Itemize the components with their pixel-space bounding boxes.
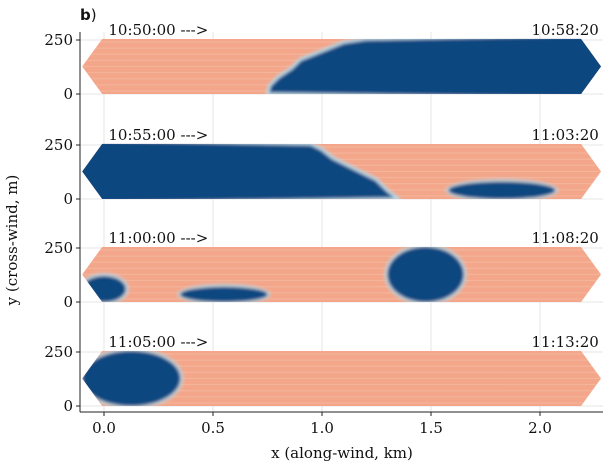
panel-field xyxy=(82,350,602,406)
x-tick-label: 0.5 xyxy=(201,419,225,437)
panel-field xyxy=(82,246,602,302)
panel-start-label: 11:00:00 ---> xyxy=(108,229,208,247)
panel-end-label: 11:08:20 xyxy=(531,229,598,247)
cool-blob xyxy=(82,350,181,406)
panel-2: 10:55:00 ---> 11:03:20 xyxy=(82,126,602,199)
y-tick-label: 250 xyxy=(44,31,73,49)
y-tick-label: 250 xyxy=(44,239,73,257)
y-axis-label: y (cross-wind, m) xyxy=(3,175,21,307)
panel-end-label: 11:13:20 xyxy=(531,333,598,351)
y-tick-label: 250 xyxy=(44,343,73,361)
cool-region xyxy=(82,143,403,199)
y-tick-label: 0 xyxy=(63,397,73,415)
cool-blob xyxy=(448,181,556,199)
y-tick-label: 0 xyxy=(63,85,73,103)
y-tick-label: 250 xyxy=(44,136,73,154)
cool-region xyxy=(265,38,602,94)
warm-region xyxy=(82,246,602,302)
panel-end-label: 11:03:20 xyxy=(531,126,598,144)
panel-start-label: 11:05:00 ---> xyxy=(108,333,208,351)
x-tick-label: 1.5 xyxy=(419,419,443,437)
x-tick-label: 0.0 xyxy=(92,419,116,437)
panel-end-label: 10:58:20 xyxy=(531,21,598,39)
x-axis-label: x (along-wind, km) xyxy=(271,444,413,462)
panel-4: 11:05:00 ---> 11:13:20 xyxy=(82,333,602,406)
axes: 0.0 0.5 1.0 1.5 2.0 0 250 0 250 0 250 0 250 xyxy=(44,31,603,437)
x-tick-label: 2.0 xyxy=(528,419,552,437)
cool-blob xyxy=(82,276,126,302)
panel-field xyxy=(82,38,602,94)
panels: 10:50:00 ---> 10:58:20 10:55:00 ---> 11:03:… xyxy=(82,21,602,406)
x-tick-label: 1.0 xyxy=(310,419,334,437)
y-tick-label: 0 xyxy=(63,293,73,311)
panel-start-label: 10:55:00 ---> xyxy=(108,126,208,144)
cool-blob xyxy=(180,286,268,302)
panel-3: 11:00:00 ---> 11:08:20 xyxy=(82,229,602,302)
panel-label: b) xyxy=(80,6,97,24)
y-tick-label: 0 xyxy=(63,190,73,208)
panel-field xyxy=(82,143,602,199)
panel-start-label: 10:50:00 ---> xyxy=(108,21,208,39)
cool-blob xyxy=(387,246,464,302)
panel-1: 10:50:00 ---> 10:58:20 xyxy=(82,21,602,94)
